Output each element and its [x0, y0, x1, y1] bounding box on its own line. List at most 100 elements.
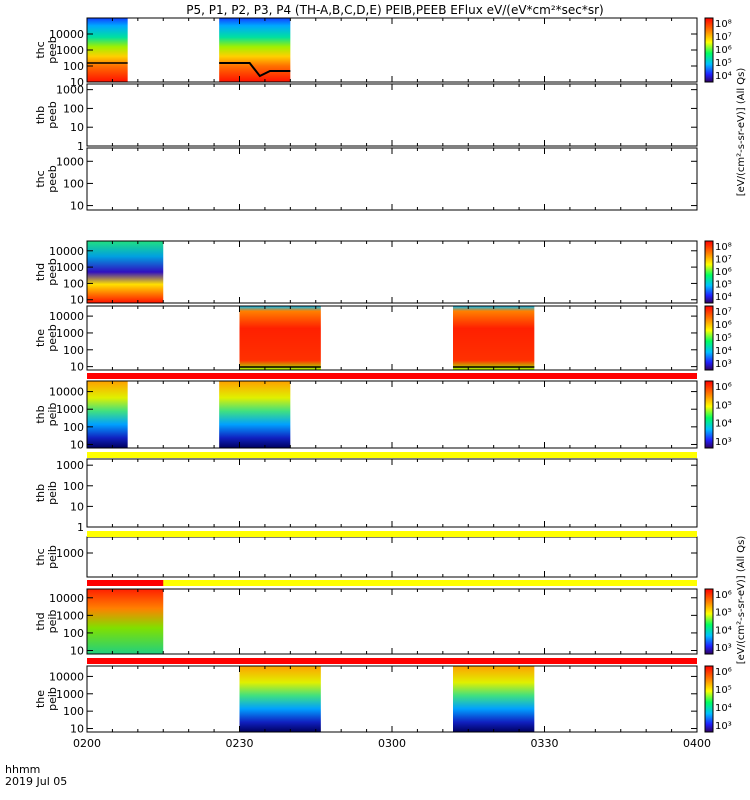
y-tick-label: 1000: [56, 609, 84, 622]
y-tick-label: 1: [77, 140, 84, 153]
panel-label-species: peeb: [46, 258, 59, 286]
spectrogram-block: [453, 666, 535, 732]
spectrogram-block: [87, 589, 164, 654]
panel-label-species: peeb: [46, 165, 59, 193]
panel-frame: [86, 588, 698, 655]
panel-label-species: peeb: [46, 324, 59, 352]
y-tick-label: 100: [63, 627, 84, 640]
y-tick-label: 1000: [56, 459, 84, 472]
colorbar-tick-label: 10⁴: [715, 625, 732, 636]
panel-label-probe: thc: [34, 41, 47, 58]
colorbar: [704, 240, 714, 304]
spectrogram-block: [239, 666, 321, 732]
colorbar-tick-label: 10⁷: [715, 307, 732, 318]
panel-frame: [86, 458, 698, 528]
fill-band: [87, 580, 697, 586]
panel-frame: [86, 17, 698, 83]
y-tick-label: 10: [70, 76, 84, 89]
colorbar-tick-label: 10³: [715, 359, 732, 370]
y-tick-label: 100: [63, 421, 84, 434]
panel-label-probe: thc: [34, 170, 47, 187]
y-tick-label: 100: [63, 177, 84, 190]
y-tick-label: 100: [63, 102, 84, 115]
panel-thb-peib: 1 10 100 1000 thb peib: [34, 458, 698, 534]
colorbar-tick-label: 10⁴: [715, 71, 732, 82]
panel-frame: [86, 147, 698, 211]
x-axis-tick-labels: 0200 0230 0300 0330 0400: [73, 737, 711, 750]
fill-band: [87, 658, 697, 664]
y-tick-label: 1000: [56, 688, 84, 701]
y-tick-label: 10000: [49, 592, 84, 605]
y-tick-label: 100: [63, 480, 84, 493]
spectrogram-block: [87, 18, 128, 82]
y-tick-label: 10: [70, 294, 84, 307]
panel-label-species: peib: [46, 610, 59, 634]
colorbar: [704, 665, 714, 733]
y-tick-label: 1000: [56, 403, 84, 416]
panel-label-probe: thb: [34, 484, 47, 502]
colorbar-tick-label: 10⁵: [715, 333, 732, 344]
panel-thc-peeb: 10 100 1000 thc peeb: [34, 147, 698, 213]
colorbar-tick-label: 10⁶: [715, 382, 732, 393]
chart-title: P5, P1, P2, P3, P4 (TH-A,B,C,D,E) PEIB,P…: [186, 3, 603, 17]
spectrogram-block: [219, 381, 291, 448]
y-tick-label: 10: [70, 361, 84, 374]
spectrogram-block: [87, 241, 164, 303]
panel-frame: [86, 665, 698, 733]
panel-label-probe: thb: [34, 405, 47, 423]
colorbar-tick-label: 10⁷: [715, 255, 732, 266]
y-tick-label: 10000: [49, 670, 84, 683]
x-tick-label: 0300: [378, 737, 406, 750]
colorbar-tick-label: 10⁴: [715, 346, 732, 357]
fill-bands-group: [87, 62, 697, 664]
y-tick-label: 100: [63, 60, 84, 73]
y-tick-label: 10000: [49, 386, 84, 399]
y-tick-label: 100: [63, 277, 84, 290]
panel-thb-peeb: 1 10 100 1000 thb peeb: [34, 83, 698, 153]
panel-label-probe: thd: [34, 263, 47, 281]
x-tick-label: 0330: [531, 737, 559, 750]
colorbar-tick-label: 10⁶: [715, 320, 732, 331]
x-tick-label: 0230: [226, 737, 254, 750]
colorbar-tick-label: 10³: [715, 721, 732, 732]
colorbar-unit-label-top: [eV/(cm²-s-sr-eV)] (All Qs): [736, 68, 747, 197]
panel-frame: [86, 380, 698, 449]
x-tick-label: 0400: [683, 737, 711, 750]
panel-frame: [86, 83, 698, 147]
y-tick-label: 1000: [56, 261, 84, 274]
y-tick-label: 1000: [56, 155, 84, 168]
spectrogram-block: [87, 381, 128, 448]
panel-label-species: peeb: [46, 101, 59, 129]
panel-label-probe: the: [34, 329, 47, 347]
spectrogram-block: [453, 306, 535, 370]
colorbar-tick-label: 10⁵: [715, 280, 732, 291]
colorbar-tick-label: 10⁶: [715, 590, 732, 601]
colorbar: [704, 588, 714, 655]
colorbar: [704, 305, 714, 371]
panel-frame: [86, 240, 698, 304]
colorbar-tick-label: 10⁵: [715, 608, 732, 619]
fill-band: [87, 373, 697, 379]
y-tick-label: 1000: [56, 327, 84, 340]
panel-label-probe: thd: [34, 612, 47, 630]
colorbar-tick-label: 10⁵: [715, 685, 732, 696]
y-tick-label: 10: [70, 723, 84, 736]
spectrogram-block: [219, 18, 291, 82]
y-tick-label: 10000: [49, 310, 84, 323]
panel-label-probe: the: [34, 690, 47, 708]
y-tick-label: 1000: [56, 44, 84, 57]
fill-band: [87, 580, 164, 586]
colorbar-tick-label: 10⁵: [715, 58, 732, 69]
y-tick-label: 10000: [49, 245, 84, 258]
colorbar-tick-label: 10⁶: [715, 45, 732, 56]
fill-band: [87, 531, 697, 537]
colorbar-tick-label: 10³: [715, 437, 732, 448]
spectrogram-block: [239, 306, 321, 370]
